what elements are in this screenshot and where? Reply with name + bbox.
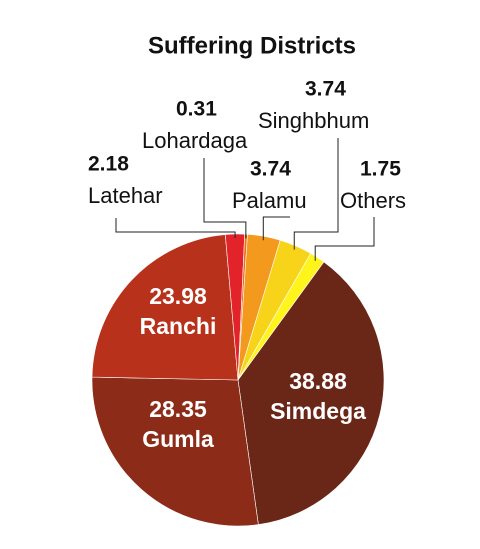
- slice-value: 3.74: [305, 78, 346, 101]
- slice-value: 23.98: [149, 283, 207, 309]
- slice-value: 28.35: [149, 396, 207, 422]
- slice-name: Palamu: [232, 188, 307, 213]
- leader-line: [115, 218, 236, 239]
- slice-name: Simdega: [270, 398, 366, 424]
- slice-name: Others: [340, 188, 406, 213]
- leader-line: [262, 216, 290, 241]
- pie-slice: [237, 261, 385, 525]
- slice-value: 2.18: [88, 153, 129, 176]
- slice-name: Latehar: [88, 183, 163, 208]
- leader-line: [293, 138, 339, 250]
- leader-line: [314, 217, 375, 261]
- pie-slice: [237, 252, 325, 381]
- slice-name: Ranchi: [140, 313, 217, 339]
- slice-value: 0.31: [176, 98, 217, 121]
- slice-value: 1.75: [360, 158, 401, 181]
- chart-title: Suffering Districts: [148, 32, 356, 59]
- leader-line: [203, 158, 247, 239]
- pie-slice: [91, 376, 259, 527]
- slice-name: Singhbhum: [258, 108, 369, 133]
- slice-name: Lohardaga: [142, 128, 248, 153]
- pie-slice: [91, 234, 239, 381]
- slice-value: 38.88: [289, 368, 347, 394]
- slice-value: 3.74: [250, 158, 291, 181]
- slice-name: Gumla: [142, 426, 214, 452]
